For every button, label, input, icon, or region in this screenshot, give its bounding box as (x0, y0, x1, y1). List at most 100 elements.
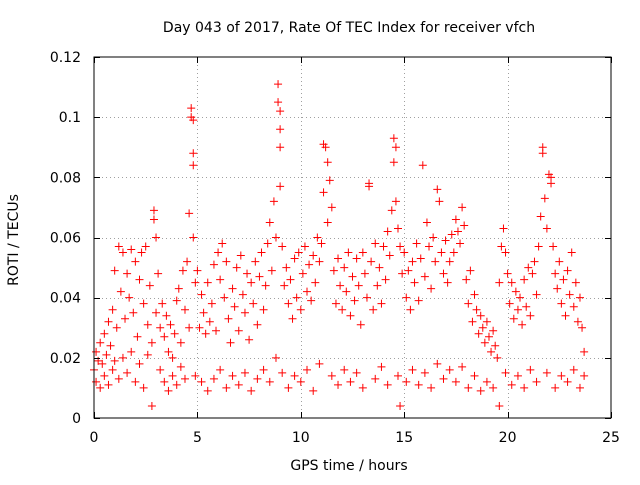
data-point (135, 359, 144, 368)
data-point (487, 347, 496, 356)
data-point (205, 317, 214, 326)
data-point (526, 365, 535, 374)
data-points (90, 80, 589, 410)
data-point (458, 203, 467, 212)
data-point (470, 371, 479, 380)
y-tick-label: 0 (72, 411, 81, 427)
data-point (284, 383, 293, 392)
data-point (520, 275, 529, 284)
data-point (464, 299, 473, 308)
data-point (189, 233, 198, 242)
data-point (230, 302, 239, 311)
data-point (408, 365, 417, 374)
data-point (573, 317, 582, 326)
data-point (294, 248, 303, 257)
data-point (431, 257, 440, 266)
data-point (391, 143, 400, 152)
data-point (474, 329, 483, 338)
data-point (100, 329, 109, 338)
data-point (453, 227, 462, 236)
data-point (282, 263, 291, 272)
data-point (547, 179, 556, 188)
data-point (305, 260, 314, 269)
data-point (402, 377, 411, 386)
data-point (137, 248, 146, 257)
data-point (154, 269, 163, 278)
data-point (139, 299, 148, 308)
data-point (129, 308, 138, 317)
data-point (509, 314, 518, 323)
data-point (271, 233, 280, 242)
data-point (116, 287, 125, 296)
y-tick-label: 0.08 (50, 170, 81, 186)
data-point (240, 308, 249, 317)
data-point (524, 263, 533, 272)
data-point (412, 239, 421, 248)
data-point (189, 116, 198, 125)
data-point (489, 383, 498, 392)
data-point (420, 368, 429, 377)
data-point (156, 323, 165, 332)
data-point (228, 284, 237, 293)
data-point (216, 275, 225, 284)
data-point (559, 275, 568, 284)
data-point (156, 365, 165, 374)
data-point (276, 182, 285, 191)
data-point (118, 248, 127, 257)
data-point (319, 188, 328, 197)
data-point (108, 365, 117, 374)
data-point (329, 266, 338, 275)
data-point (501, 368, 510, 377)
data-point (451, 377, 460, 386)
data-point (358, 383, 367, 392)
data-point (464, 383, 473, 392)
data-point (300, 242, 309, 251)
data-point (575, 383, 584, 392)
data-point (331, 299, 340, 308)
data-point (580, 347, 589, 356)
data-point (427, 383, 436, 392)
data-point (323, 218, 332, 227)
data-point (127, 347, 136, 356)
data-point (563, 266, 572, 275)
data-point (425, 242, 434, 251)
data-point (379, 242, 388, 251)
data-point (313, 233, 322, 242)
data-point (110, 266, 119, 275)
data-point (466, 266, 475, 275)
data-point (367, 257, 376, 266)
data-point (121, 314, 130, 323)
data-point (160, 332, 169, 341)
data-point (433, 185, 442, 194)
data-point (507, 380, 516, 389)
data-point (410, 278, 419, 287)
data-point (307, 296, 316, 305)
data-point (383, 380, 392, 389)
data-point (147, 401, 156, 410)
data-point (427, 284, 436, 293)
data-point (96, 383, 105, 392)
data-point (580, 371, 589, 380)
data-point (164, 347, 173, 356)
data-point (342, 287, 351, 296)
data-point (104, 380, 113, 389)
data-point (327, 371, 336, 380)
grid-lines (94, 57, 611, 418)
data-point (176, 338, 185, 347)
data-point (317, 239, 326, 248)
data-point (420, 272, 429, 281)
data-point (180, 305, 189, 314)
data-point (234, 380, 243, 389)
data-point (377, 362, 386, 371)
data-point (278, 368, 287, 377)
data-point (542, 224, 551, 233)
data-point (468, 317, 477, 326)
data-point (203, 278, 212, 287)
data-point (290, 254, 299, 263)
data-point (482, 377, 491, 386)
data-point (493, 353, 502, 362)
data-point (145, 281, 154, 290)
data-point (538, 149, 547, 158)
data-point (172, 380, 181, 389)
data-point (398, 269, 407, 278)
